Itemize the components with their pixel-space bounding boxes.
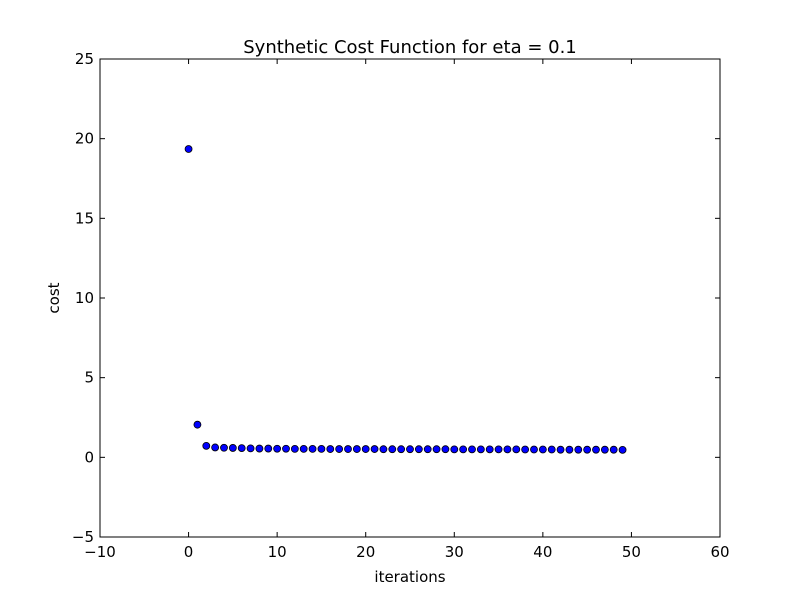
data-point — [211, 443, 220, 452]
data-points — [184, 145, 627, 454]
data-point — [459, 445, 468, 454]
axis-ticks: −10 0 10 20 30 40 50 60 −5 0 5 10 15 20 25 — [72, 50, 730, 561]
x-tick-label: 60 — [710, 543, 729, 561]
x-tick-label: 20 — [356, 543, 375, 561]
data-point — [388, 445, 397, 454]
data-point — [282, 444, 290, 453]
data-point — [379, 445, 388, 454]
data-point — [335, 445, 344, 453]
data-point — [308, 444, 317, 453]
data-point — [423, 445, 432, 454]
y-axis-label: cost — [45, 282, 63, 313]
x-tick-label: 50 — [622, 543, 641, 561]
data-point — [255, 444, 264, 453]
data-point — [184, 145, 193, 153]
data-point — [521, 445, 530, 454]
x-tick-label: 40 — [533, 543, 552, 561]
y-tick-label: −5 — [72, 528, 94, 546]
x-axis-label: iterations — [374, 568, 445, 586]
x-tick-label: −10 — [84, 543, 116, 561]
y-tick-label: 25 — [75, 50, 94, 68]
data-point — [326, 445, 335, 453]
data-point — [530, 445, 538, 454]
data-point — [565, 445, 574, 454]
data-point — [406, 445, 414, 454]
data-point — [370, 445, 379, 453]
y-tick-label: 0 — [84, 448, 94, 466]
data-point — [202, 441, 211, 450]
y-tick-label: 10 — [75, 289, 94, 307]
data-point — [468, 445, 476, 454]
data-point — [220, 443, 228, 452]
data-point — [538, 445, 547, 454]
data-point — [547, 445, 556, 454]
data-point — [193, 420, 202, 429]
data-point — [450, 445, 459, 454]
data-point — [352, 445, 361, 453]
x-tick-label: 10 — [268, 543, 287, 561]
plot-frame — [99, 58, 721, 538]
data-point — [290, 444, 299, 453]
data-point — [228, 444, 237, 452]
data-point — [237, 444, 246, 452]
x-tick-label: 30 — [445, 543, 464, 561]
data-point — [556, 445, 565, 454]
data-point — [618, 445, 627, 454]
y-tick-label: 20 — [75, 130, 94, 148]
data-point — [264, 444, 273, 453]
data-point — [414, 445, 423, 454]
data-point — [476, 445, 485, 454]
data-point — [344, 445, 352, 453]
data-point — [361, 445, 370, 453]
data-point — [592, 445, 600, 454]
data-point — [494, 445, 503, 454]
y-tick-label: 15 — [75, 209, 94, 227]
y-tick-label: 5 — [84, 369, 94, 387]
data-point — [574, 445, 583, 454]
data-point — [583, 445, 592, 454]
chart-title: Synthetic Cost Function for eta = 0.1 — [243, 37, 577, 58]
data-point — [609, 445, 618, 454]
data-point — [503, 445, 512, 454]
data-point — [299, 444, 308, 453]
data-point — [600, 445, 609, 454]
data-point — [273, 444, 282, 453]
data-point — [397, 445, 406, 454]
x-tick-label: 0 — [184, 543, 194, 561]
data-point — [485, 445, 494, 454]
data-point — [512, 445, 521, 454]
data-point — [317, 444, 326, 453]
data-point — [441, 445, 450, 454]
data-point — [246, 444, 255, 453]
data-point — [432, 445, 441, 454]
